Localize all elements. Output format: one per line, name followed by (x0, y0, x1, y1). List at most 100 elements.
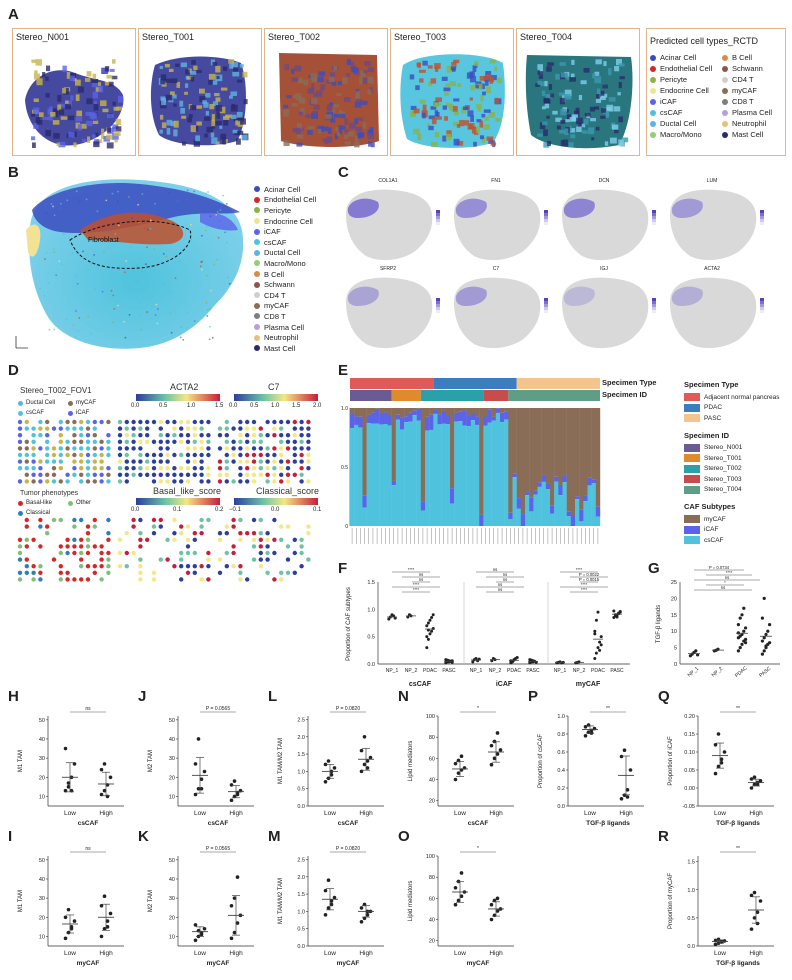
bar-segment-icaf (588, 477, 592, 485)
tissue-spot (361, 101, 367, 105)
tissue-spot (495, 98, 499, 104)
legend-swatch-icon (254, 229, 260, 235)
legend-section-title: Specimen Type (684, 380, 788, 389)
tissue-spot (542, 91, 545, 96)
bar-segment-mycaf (483, 408, 487, 416)
tissue-spot (68, 116, 74, 121)
colorbar-tick: 0.5 (250, 403, 258, 409)
tissue-spot (470, 97, 473, 100)
significance-label: ns (493, 567, 497, 572)
umap-cell-point (58, 260, 60, 262)
tissue-spot (322, 127, 329, 132)
fov-spot (172, 453, 176, 457)
x-tick-label: Low (714, 810, 726, 817)
fov-spot (245, 577, 249, 581)
umap-cell-point (48, 282, 50, 284)
legend-entry-label: csCAF (704, 537, 724, 544)
legend-swatch-icon (650, 77, 656, 83)
legend-entry-label: Macro/Mono (660, 130, 702, 139)
fov-spot (238, 577, 242, 581)
bar-segment-mycaf (454, 408, 458, 413)
bar-segment-mycaf (413, 408, 417, 410)
fov-spot (79, 446, 83, 450)
tissue-spot (105, 82, 109, 85)
umap-cell-point (112, 322, 114, 324)
fov-spot (152, 531, 156, 535)
bar-segment-cscaf (554, 482, 558, 526)
bar-segment-cscaf (392, 485, 396, 526)
umap-cell-point (220, 209, 222, 211)
legend-swatch-icon (722, 55, 728, 61)
data-point (490, 763, 494, 767)
legend-swatch (684, 515, 700, 523)
bar-segment-icaf (421, 502, 425, 511)
colorbar-step (652, 222, 656, 225)
data-point (425, 624, 428, 627)
legend-swatch (684, 465, 700, 473)
colorbar-tick: 0.0 (131, 403, 139, 409)
legend-entry-label: Pericyte (264, 206, 291, 215)
umap-cell-point (138, 302, 140, 304)
fov-spot (172, 466, 176, 470)
umap-cell-point (141, 270, 143, 272)
fov-spot (145, 453, 149, 457)
umap-cell-point (111, 290, 113, 292)
fov-spot (172, 538, 176, 542)
y-tick-label: 15 (671, 613, 677, 619)
tissue-spot (436, 103, 442, 106)
x-tick-label: NP_2 (489, 668, 502, 674)
fov-spot (93, 544, 97, 548)
tissue-spot (564, 94, 571, 98)
bar-segment-cscaf (475, 425, 479, 526)
x-tick-label: NP_2 (405, 668, 418, 674)
fov-spot (259, 453, 263, 457)
umap-cell-point (96, 210, 98, 212)
umap-cell-point (163, 283, 165, 285)
tissue-spot (576, 118, 583, 124)
tissue-spot (53, 120, 60, 125)
bar-segment-mycaf (479, 408, 483, 515)
tissue-spot (538, 81, 542, 85)
bar-segment-cscaf (546, 489, 550, 526)
fov-spot (279, 538, 283, 542)
fov-spot (138, 433, 142, 437)
x-tick-label: NP_2 (711, 666, 725, 679)
fov-spot (225, 551, 229, 555)
colorbar-step (436, 310, 440, 313)
tissue-spot (221, 88, 227, 91)
fov-spot (25, 544, 29, 548)
fov-spot (199, 440, 203, 444)
umap-cell-point (102, 291, 104, 293)
bar-segment-cscaf (388, 425, 392, 526)
colorbar-step (436, 298, 440, 301)
feature-colorbar (760, 210, 764, 225)
tissue-spot (166, 79, 172, 83)
fov-spot (31, 426, 35, 430)
fov-spot (106, 446, 110, 450)
legend-entry-label: Plasma Cell (732, 108, 772, 117)
tissue-spot (196, 122, 202, 126)
tissue-spot (237, 80, 242, 83)
fov-spot (231, 453, 235, 457)
bar-segment-icaf (579, 510, 583, 522)
tissue-spot (363, 122, 367, 129)
fov-spot (106, 440, 110, 444)
tissue-spot (614, 130, 618, 134)
fov-spot (193, 440, 197, 444)
tissue-spot (99, 86, 104, 93)
fov-spot (206, 420, 210, 424)
legend-entry: Plasma Cell (254, 322, 334, 333)
panel-label: M (268, 828, 281, 845)
fov-spot (86, 459, 90, 463)
fov-spot (272, 479, 276, 483)
tissue-spot (107, 75, 113, 79)
fov-spot (38, 446, 42, 450)
fov-spot (165, 538, 169, 542)
fov-spot (52, 446, 56, 450)
umap-cell-point (187, 199, 189, 201)
fov-spot (265, 538, 269, 542)
colorbar-step (760, 301, 764, 304)
tissue-spot (323, 139, 329, 142)
